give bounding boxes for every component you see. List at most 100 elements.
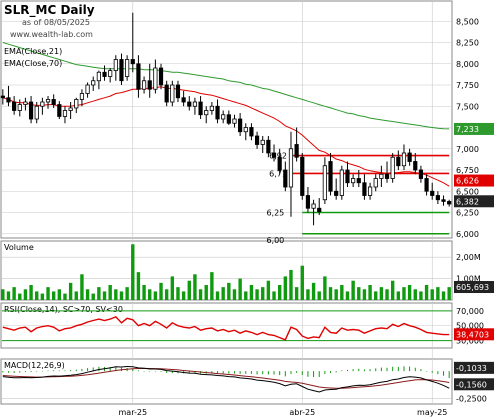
macd-histogram-bar (284, 371, 286, 377)
volume-bar (63, 293, 67, 300)
ema21-value-badge-bg (454, 174, 494, 187)
volume-bar (261, 287, 265, 300)
rsi-legend: RSI(Close,14), SC>70, SV<30 (4, 305, 123, 314)
volume-bar (181, 291, 186, 300)
volume-bar (153, 291, 158, 300)
macd-histogram-bar (2, 371, 4, 373)
macd-histogram-bar (414, 367, 416, 372)
volume-bar (311, 282, 316, 300)
volume-bar (441, 291, 446, 300)
macd-histogram-bar (137, 370, 139, 372)
volume-bar (85, 289, 90, 300)
volume-bar (80, 274, 84, 300)
volume-value-badge: 605,693 (456, 283, 489, 292)
volume-bar (204, 285, 208, 300)
macd-histogram-bar (64, 370, 66, 372)
macd-value-badge-bg (454, 378, 494, 391)
macd-histogram-bar (262, 371, 264, 375)
macd-histogram-bar (403, 366, 405, 372)
macd-histogram-bar (346, 369, 348, 372)
macd-histogram-bar (392, 366, 394, 372)
price-tick-label: 8,250 (456, 39, 479, 48)
macd-histogram-bar (245, 371, 247, 374)
macd-histogram-bar (7, 371, 9, 373)
candle-body (108, 70, 113, 77)
volume-value-badge-bg (454, 281, 494, 294)
volume-bar (430, 289, 434, 300)
macd-histogram-bar (222, 371, 224, 374)
macd-legend: MACD(12,26,9) (4, 361, 65, 370)
volume-bar (108, 285, 112, 300)
candle-body (0, 95, 5, 99)
macd-histogram-bar (154, 371, 156, 372)
rsi-pane: RSI(Close,14), SC>70, SV<30 (2, 305, 452, 342)
volume-bar (436, 287, 440, 300)
candle-body (198, 101, 203, 116)
macd-histogram-bar (256, 371, 258, 375)
volume-bar (187, 280, 191, 300)
volume-bar (97, 287, 101, 300)
volume-bar (119, 291, 124, 300)
candle-body (57, 104, 62, 117)
macd-histogram-bar (92, 367, 94, 372)
rsi-value-badge: 38,4703 (456, 330, 489, 339)
macd-pane-border (0, 358, 453, 405)
website-label: www.wealth-lab.com (10, 30, 93, 39)
volume-bar (323, 276, 327, 300)
volume-bar (46, 287, 50, 300)
candle-body (209, 105, 214, 111)
candle-body (125, 59, 130, 77)
macd-histogram-bar (363, 369, 365, 372)
volume-bar (74, 291, 78, 300)
candle-body (283, 169, 288, 188)
volume-bar (368, 285, 372, 300)
macd-histogram-bar (194, 371, 196, 374)
price-pane: 6,92 6,71 6,25 6,00 (0, 12, 452, 245)
macd-histogram-bar (358, 368, 360, 372)
candle-body (367, 186, 373, 196)
macd-line (2, 365, 450, 393)
candle-body (328, 161, 333, 192)
candle-body (232, 118, 237, 124)
candle-body (79, 93, 85, 100)
volume-bar (255, 289, 259, 300)
candle-body (294, 144, 299, 158)
volume-bar (193, 274, 197, 300)
volume-bar (328, 287, 333, 300)
macd-histogram-bar (279, 371, 281, 376)
price-tick-label: 7,750 (456, 81, 479, 90)
macd-histogram-bar (188, 371, 190, 374)
volume-bar (57, 289, 62, 300)
macd-signal-value-badge: -0,1033 (456, 364, 487, 373)
candle-body (266, 139, 271, 154)
candle-body (68, 107, 73, 111)
ema70-legend: EMA(Close,70) (4, 59, 62, 68)
candle-body (413, 161, 418, 171)
candle-body (17, 104, 22, 111)
macd-histogram-bar (41, 371, 43, 372)
candle-body (441, 199, 446, 202)
volume-bar (396, 291, 401, 300)
volume-bar (29, 285, 33, 300)
macd-histogram-bar (13, 371, 15, 373)
macd-histogram-bar (335, 371, 337, 373)
candle-body (362, 182, 367, 196)
candle-body (271, 152, 277, 158)
macd-histogram-bar (166, 371, 168, 373)
candle-body (192, 101, 198, 107)
price-tick-label: 6,750 (456, 166, 479, 175)
volume-bar (272, 291, 276, 300)
candle-body (351, 178, 356, 184)
x-tick-label: abr-25 (289, 408, 315, 417)
macd-histogram-bar (301, 371, 303, 375)
volume-legend: Volume (4, 243, 34, 252)
macd-histogram-bar (58, 370, 60, 372)
chart-subtitle: as of 08/05/2025 (22, 18, 90, 27)
candle-body (113, 59, 118, 71)
ema21-legend: EMA(Close,21) (4, 47, 62, 56)
price-tick-label: 6,500 (456, 187, 479, 196)
macd-histogram-bar (75, 369, 77, 372)
macd-histogram-bar (290, 371, 292, 374)
volume-bar (148, 289, 152, 300)
volume-bar (176, 287, 180, 300)
